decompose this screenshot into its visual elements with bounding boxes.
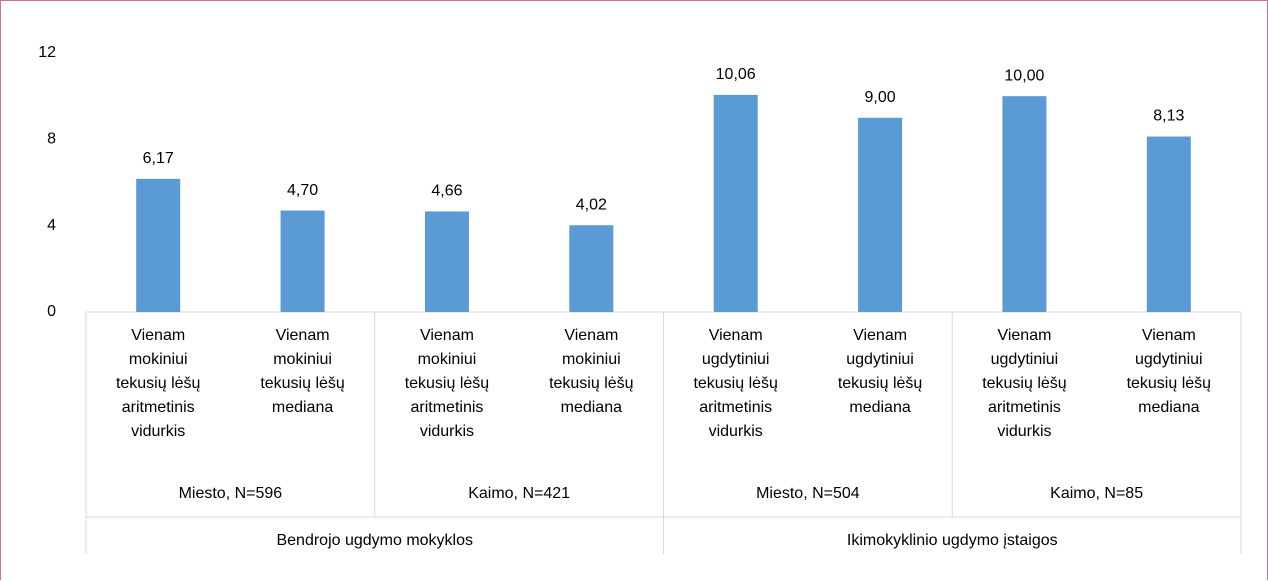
subgroup-label: Miesto, N=504 (756, 485, 860, 502)
subgroup-label: Miesto, N=596 (178, 485, 283, 502)
bar (280, 210, 325, 312)
x-tick-label: Vienam ugdytiniui tekusių lėšų mediana (1126, 327, 1212, 416)
value-label: 10,06 (716, 66, 756, 83)
bar (424, 211, 469, 312)
subgroup-label: Kaimo, N=85 (1050, 485, 1144, 502)
value-label: 4,66 (431, 183, 462, 200)
value-label: 6,17 (143, 150, 174, 167)
bar (136, 178, 181, 312)
group-label: Ikimokyklinio ugdymo įstaigos (846, 532, 1058, 549)
x-tick-label: Vienam mokiniui tekusių lėšų mediana (549, 327, 634, 416)
x-tick-label: Vienam mokiniui tekusių lėšų aritmetinis… (115, 327, 201, 440)
value-label: 4,02 (576, 196, 607, 213)
bar (1146, 136, 1191, 312)
group-label: Bendrojo ugdymo mokyklos (276, 532, 474, 549)
value-label: 9,00 (864, 89, 895, 106)
x-tick-label: Vienam ugdytiniui tekusių lėšų mediana (837, 327, 923, 416)
subgroup-label: Kaimo, N=421 (468, 485, 571, 502)
value-label: 10,00 (1004, 67, 1044, 84)
bar (569, 225, 614, 312)
x-tick-label: Vienam ugdytiniui tekusių lėšų aritmetin… (693, 327, 778, 440)
bar (1002, 96, 1047, 313)
bar (858, 117, 903, 312)
y-tick-label: 12 (38, 44, 56, 61)
x-tick-label: Vienam mokiniui tekusių lėšų mediana (260, 327, 345, 416)
y-tick-label: 4 (47, 217, 56, 234)
value-label: 4,70 (287, 182, 318, 199)
x-tick-label: Vienam ugdytiniui tekusių lėšų aritmetin… (982, 327, 1067, 440)
x-tick-label: Vienam mokiniui tekusių lėšų aritmetinis… (404, 327, 490, 440)
y-tick-label: 8 (47, 131, 56, 148)
value-label: 8,13 (1153, 108, 1184, 125)
y-tick-label: 0 (47, 303, 56, 320)
bar (713, 94, 758, 312)
